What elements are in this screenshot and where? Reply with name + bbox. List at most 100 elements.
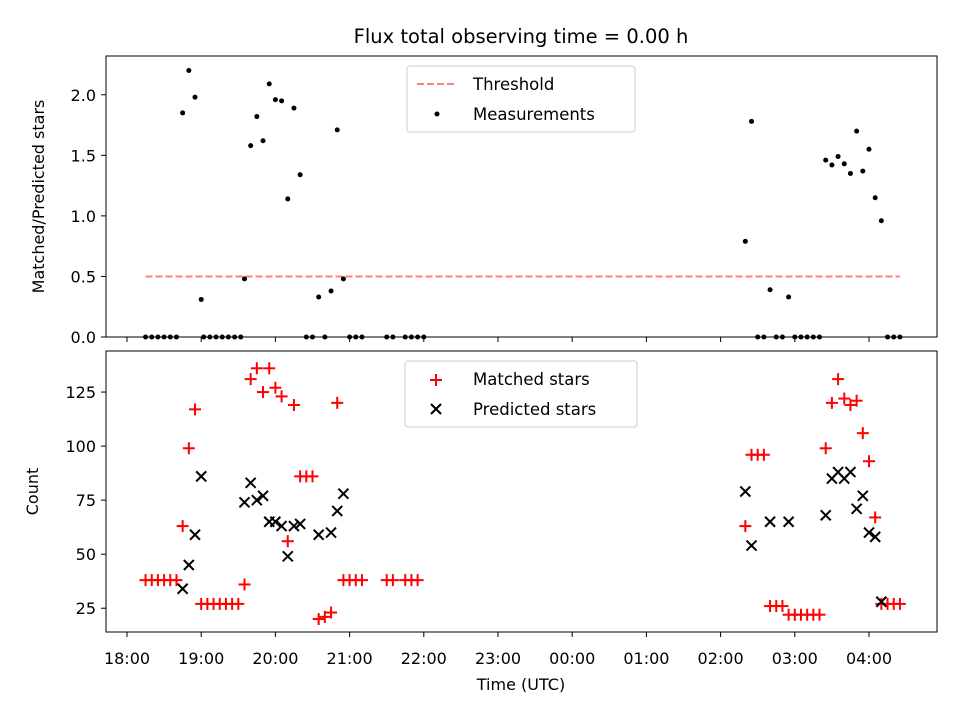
measurement-point	[742, 238, 748, 244]
matched-star-point	[182, 442, 195, 455]
x-tick-label: 02:00	[698, 649, 744, 668]
measurement-point	[328, 288, 334, 294]
top-y-tick-label: 2.0	[71, 86, 96, 105]
predicted-star-point	[312, 529, 325, 541]
matched-star-point	[819, 442, 832, 455]
bottom-legend: Matched stars Predicted stars	[404, 360, 638, 428]
measurement-point	[847, 170, 853, 176]
predicted-star-point	[820, 509, 832, 521]
bottom-y-tick-label: 125	[65, 383, 96, 402]
measurement-point	[316, 294, 322, 300]
matched-star-point	[281, 535, 294, 548]
measurement-point	[272, 97, 278, 103]
matched-star-point	[856, 427, 869, 440]
matched-star-point	[776, 600, 789, 613]
measurement-point	[767, 287, 773, 293]
x-tick-label: 03:00	[772, 649, 818, 668]
matched-star-point	[869, 511, 882, 524]
measurement-point	[878, 218, 884, 224]
predicted-star-point	[288, 520, 300, 532]
measurement-point	[279, 98, 285, 104]
predicted-star-point	[869, 531, 881, 543]
predicted-star-point	[238, 496, 251, 509]
predicted-star-point	[251, 494, 263, 506]
matched-star-point	[244, 373, 257, 386]
matched-star-point	[269, 381, 282, 394]
matched-star-point	[893, 597, 906, 610]
matched-star-point	[257, 386, 270, 399]
measurement-point	[866, 146, 872, 152]
x-tick-label: 22:00	[401, 649, 447, 668]
x-tick-label: 00:00	[549, 649, 595, 668]
matched-star-point	[386, 574, 399, 587]
predicted-star-point	[857, 490, 869, 502]
measurement-point	[254, 114, 260, 120]
matched-star-point	[355, 574, 368, 587]
x-axis-label: Time (UTC)	[476, 675, 565, 694]
matched-star-point	[238, 578, 251, 591]
measurement-point	[749, 118, 755, 124]
predicted-star-point	[176, 583, 189, 595]
legend-matched-label: Matched stars	[473, 370, 590, 389]
matched-star-point	[757, 448, 770, 461]
x-tick-label: 21:00	[327, 649, 373, 668]
predicted-star-point	[244, 477, 257, 489]
matched-star-point	[844, 399, 857, 412]
measurement-point	[198, 296, 204, 302]
legend-predicted-swatch	[430, 403, 442, 415]
matched-star-point	[318, 610, 331, 623]
predicted-star-point	[257, 490, 269, 502]
bottom-plot-frame	[105, 350, 938, 633]
predicted-star-point	[195, 470, 207, 483]
predicted-star-point	[325, 526, 337, 539]
matched-star-point	[850, 394, 863, 407]
x-tick-label: 19:00	[178, 649, 224, 668]
matched-star-point	[325, 606, 338, 619]
top-plot-frame	[105, 55, 938, 338]
measurement-point	[192, 94, 198, 100]
matched-star-point	[739, 520, 752, 533]
matched-star-point	[411, 574, 424, 587]
matched-star-point	[832, 373, 845, 386]
predicted-star-point	[275, 520, 288, 532]
legend-threshold-label: Threshold	[472, 75, 554, 94]
matched-star-point	[176, 520, 189, 533]
legend-measurements-label: Measurements	[473, 105, 595, 124]
matched-star-point	[331, 396, 344, 409]
predicted-star-point	[337, 487, 350, 500]
predicted-star-point	[745, 539, 758, 552]
predicted-star-point	[282, 550, 294, 563]
bottom-y-tick-label: 50	[76, 545, 96, 564]
matched-star-point	[838, 392, 851, 405]
measurement-point	[872, 195, 878, 201]
measurement-point	[266, 81, 272, 87]
matched-star-point	[306, 470, 319, 483]
measurement-point	[823, 157, 829, 163]
x-tick-label: 18:00	[104, 649, 150, 668]
measurement-point	[340, 276, 346, 282]
matched-star-point	[250, 362, 263, 375]
top-y-tick-label: 1.5	[71, 146, 96, 165]
matched-star-point	[232, 597, 245, 610]
matched-star-point	[189, 403, 202, 416]
predicted-star-point	[739, 485, 752, 498]
matched-star-point	[825, 396, 838, 409]
legend-matched-swatch	[430, 374, 442, 386]
matched-star-point	[275, 390, 288, 403]
top-y-tick-label: 0.0	[71, 328, 96, 347]
predicted-star-point	[189, 529, 201, 541]
matched-star-point	[263, 362, 276, 375]
matched-star-point	[312, 613, 325, 626]
matched-star-point	[287, 399, 300, 412]
x-tick-label: 20:00	[252, 649, 298, 668]
top-legend: Threshold Measurements	[406, 65, 636, 133]
measurement-point	[829, 162, 835, 168]
measurement-point	[841, 161, 847, 167]
top-y-axis-label: Matched/Predicted stars	[29, 100, 48, 294]
top-subplot: 0.00.51.01.52.0 Matched/Predicted stars …	[29, 55, 938, 347]
predicted-star-point	[183, 559, 195, 571]
measurement-point	[241, 276, 247, 282]
predicted-star-point	[875, 596, 888, 608]
chart-title: Flux total observing time = 0.00 h	[354, 25, 689, 48]
predicted-star-point	[850, 503, 863, 515]
